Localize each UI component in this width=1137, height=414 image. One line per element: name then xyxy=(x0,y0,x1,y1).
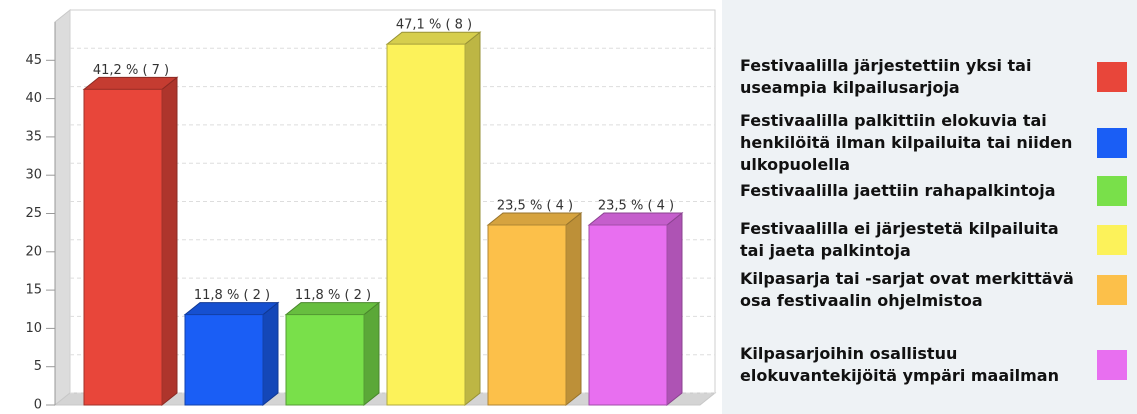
value-label: 41,2 % ( 7 ) xyxy=(93,63,169,78)
bar-side xyxy=(262,301,279,407)
legend-label: Kilpasarja tai -sarjat ovat merkittävä o… xyxy=(740,269,1074,310)
legend-swatch xyxy=(1097,62,1127,92)
bar xyxy=(386,43,466,406)
bar-group xyxy=(183,301,280,407)
bar-top xyxy=(82,76,179,90)
y-tick-label: 20 xyxy=(25,244,42,259)
y-tick-label: 35 xyxy=(25,129,42,144)
bar xyxy=(83,88,163,406)
bar-group xyxy=(385,31,482,407)
bar-side xyxy=(464,31,481,407)
bar-top xyxy=(183,302,280,316)
bar xyxy=(285,314,365,406)
legend-swatch xyxy=(1097,225,1127,255)
legend-label: Festivaalilla järjestettiin yksi tai use… xyxy=(740,56,1032,97)
y-tick-label: 45 xyxy=(25,53,42,68)
legend-swatch xyxy=(1097,176,1127,206)
bar-top xyxy=(486,212,583,226)
value-label: 47,1 % ( 8 ) xyxy=(396,18,472,33)
bar-group xyxy=(486,211,583,407)
bar-group xyxy=(82,76,179,407)
bar-top xyxy=(587,212,684,226)
y-tick-label: 25 xyxy=(25,206,42,221)
y-tick-label: 15 xyxy=(25,283,42,298)
chart: 0 5 10 15 20 25 30 35 40 45 41,2 % ( 7 ) 11,8 % ( 2… xyxy=(25,8,717,413)
bar xyxy=(588,224,668,406)
bar-side xyxy=(161,76,178,407)
bar-side xyxy=(363,301,380,407)
legend: Festivaalilla järjestettiin yksi tai use… xyxy=(722,0,1137,414)
bar-group xyxy=(284,301,381,407)
bar-side xyxy=(565,211,582,407)
bar-top xyxy=(385,31,482,45)
bar-group xyxy=(587,211,684,407)
y-tick-label: 5 xyxy=(34,359,42,374)
legend-label: Festivaalilla palkittiin elokuvia tai he… xyxy=(740,111,1073,174)
y-tick-label: 40 xyxy=(25,91,42,106)
legend-swatch xyxy=(1097,350,1127,380)
value-label: 11,8 % ( 2 ) xyxy=(194,288,270,303)
y-tick-label: 30 xyxy=(25,168,42,183)
legend-swatch xyxy=(1097,128,1127,158)
legend-label: Festivaalilla ei järjestetä kilpailuita … xyxy=(740,219,1059,260)
legend-swatch xyxy=(1097,275,1127,305)
legend-label: Festivaalilla jaettiin rahapalkintoja xyxy=(740,181,1056,200)
y-tick-label: 10 xyxy=(25,321,42,336)
value-label: 23,5 % ( 4 ) xyxy=(497,198,573,213)
left-wall xyxy=(54,8,71,407)
bar xyxy=(184,314,264,406)
value-label: 23,5 % ( 4 ) xyxy=(598,198,674,213)
bar-side xyxy=(666,211,683,407)
bar-top xyxy=(284,302,381,316)
value-label: 11,8 % ( 2 ) xyxy=(295,288,371,303)
y-tick-label: 0 xyxy=(34,398,42,413)
bar xyxy=(487,224,567,406)
legend-label: Kilpasarjoihin osallistuu elokuvantekijö… xyxy=(740,344,1059,385)
